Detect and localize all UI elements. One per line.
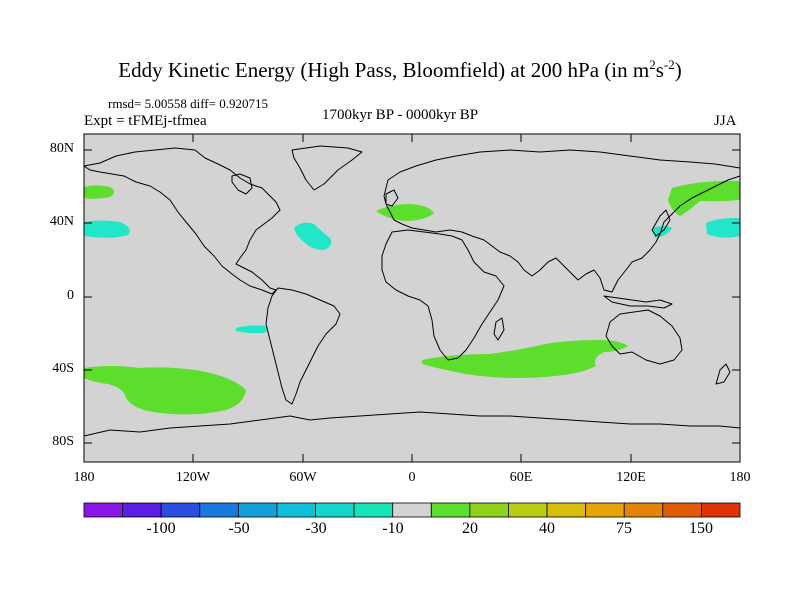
colorbar-box <box>237 502 278 518</box>
coastlines <box>83 145 741 437</box>
north-pacific-west-positive <box>84 185 114 199</box>
colorbar-box <box>392 502 432 518</box>
lon-label-60w: 60W <box>289 470 317 485</box>
colorbar-label: -10 <box>382 520 404 537</box>
lon-label-60e: 60E <box>509 470 533 485</box>
lon-label-120w: 120W <box>175 470 211 485</box>
coastline-madagascar <box>493 317 505 341</box>
north-pacific-west-negative <box>84 220 130 238</box>
colorbar-box <box>701 502 741 518</box>
europe-positive <box>376 204 434 221</box>
lat-label-80n: 80N <box>49 141 74 156</box>
figure-title: Eddy Kinetic Energy (High Pass, Bloomfie… <box>118 57 682 82</box>
coastline-africa <box>381 229 505 361</box>
colorbar-box <box>199 502 239 518</box>
coastline-antarctica <box>83 411 741 437</box>
colorbar-box <box>353 502 394 518</box>
lat-label-80s: 80S <box>52 434 74 449</box>
colorbar-box <box>623 502 664 518</box>
coastline-eurasia <box>383 149 741 293</box>
lon-label-0: 0 <box>408 470 416 485</box>
colorbar <box>83 502 741 518</box>
colorbar-box <box>585 502 625 518</box>
coastline-uk <box>385 189 399 207</box>
coastline-indonesia <box>603 295 673 309</box>
lat-label-0: 0 <box>67 288 74 303</box>
colorbar-label: 20 <box>462 520 478 537</box>
colorbar-box <box>160 502 201 518</box>
colorbar-box <box>276 502 316 518</box>
coastline-japan <box>651 209 671 237</box>
colorbar-box <box>430 502 471 518</box>
colorbar-label: -100 <box>146 520 176 537</box>
colorbar-box <box>508 502 548 518</box>
stats-text: rmsd= 5.00558 diff= 0.920715 <box>108 96 268 111</box>
lat-label-40n: 40N <box>49 214 74 229</box>
north-pacific-east-positive <box>668 180 740 216</box>
colorbar-box <box>83 502 123 518</box>
lon-label-180w: 180 <box>73 470 95 485</box>
colorbar-label: -50 <box>228 520 250 537</box>
lon-label-180e: 180 <box>729 470 751 485</box>
coastline-south-america <box>265 287 341 405</box>
coastline-greenland <box>291 145 363 191</box>
lat-ticks <box>84 149 740 444</box>
anomaly-regions <box>84 180 740 415</box>
south-pacific-positive <box>84 366 246 415</box>
coastline-australia <box>605 309 683 365</box>
period-label: 1700kyr BP - 0000kyr BP <box>321 107 479 123</box>
colorbar-label: -30 <box>305 520 327 537</box>
colorbar-box <box>315 502 355 518</box>
colorbar-label: 40 <box>539 520 555 537</box>
southern-indian-ocean-positive <box>422 340 628 378</box>
tropical-pacific-negative <box>236 325 269 334</box>
coastline-hudson-bay <box>231 173 253 195</box>
experiment-label: Expt = tFMEj-tfmea <box>84 113 207 129</box>
colorbar-box <box>662 502 702 518</box>
colorbar-label: 75 <box>616 520 632 537</box>
lat-label-40s: 40S <box>52 361 74 376</box>
colorbar-label: 150 <box>689 520 713 537</box>
lon-ticks <box>192 134 632 462</box>
colorbar-box <box>469 502 509 518</box>
north-atlantic-negative <box>294 222 332 250</box>
season-label: JJA <box>714 113 737 129</box>
coastline-new-zealand <box>715 363 731 385</box>
lon-label-120e: 120E <box>616 470 646 485</box>
colorbar-box <box>122 502 162 518</box>
colorbar-box <box>546 502 587 518</box>
north-pacific-east-negative <box>706 217 740 238</box>
coastline-north-america <box>83 147 281 295</box>
